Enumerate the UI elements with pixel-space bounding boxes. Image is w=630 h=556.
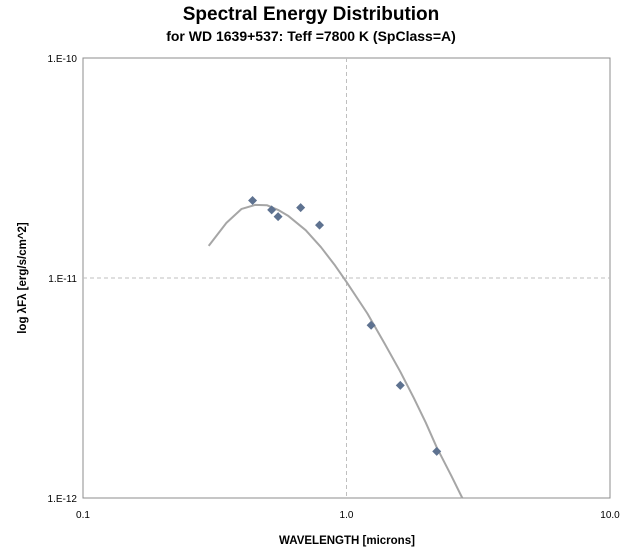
data-point <box>296 203 306 213</box>
plot-area <box>82 57 611 499</box>
data-point <box>432 446 442 456</box>
grid-lines <box>83 58 610 498</box>
x-tick-label: 10.0 <box>600 510 620 521</box>
y-tick-label: 1.E-12 <box>48 494 78 505</box>
observed-points <box>248 196 442 456</box>
data-point <box>366 320 376 330</box>
x-axis-label: WAVELENGTH [microns] <box>279 535 415 547</box>
data-point <box>248 196 258 206</box>
data-point <box>267 205 277 215</box>
y-axis-label: log λFλ [erg/s/cm^2] <box>17 222 29 334</box>
chart-subtitle: for WD 1639+537: Teff =7800 K (SpClass=A… <box>166 28 456 44</box>
x-tick-label: 1.0 <box>340 510 354 521</box>
model-curve <box>207 203 464 499</box>
chart-title: Spectral Energy Distribution <box>183 4 440 25</box>
y-axis-ticks: 1.E-10 1.E-11 1.E-12 <box>48 54 78 505</box>
x-axis-ticks: 0.1 1.0 10.0 <box>76 510 620 521</box>
model-curve-line <box>207 203 464 499</box>
data-point <box>315 220 325 230</box>
y-tick-label: 1.E-11 <box>48 274 77 285</box>
data-point <box>395 380 405 390</box>
data-point <box>273 212 283 222</box>
x-tick-label: 0.1 <box>76 510 90 521</box>
y-tick-label: 1.E-10 <box>48 54 78 65</box>
